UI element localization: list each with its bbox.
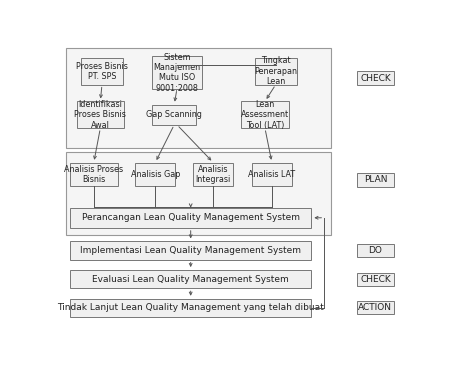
Text: CHECK: CHECK	[360, 74, 391, 82]
Text: Perancangan Lean Quality Management System: Perancangan Lean Quality Management Syst…	[82, 213, 300, 222]
Text: Evaluasi Lean Quality Management System: Evaluasi Lean Quality Management System	[93, 275, 289, 284]
Text: DO: DO	[369, 246, 382, 255]
FancyBboxPatch shape	[252, 163, 292, 186]
FancyBboxPatch shape	[70, 163, 118, 186]
Text: Lean
Assessment
Tool (LAT): Lean Assessment Tool (LAT)	[241, 100, 289, 130]
FancyBboxPatch shape	[81, 58, 123, 85]
FancyBboxPatch shape	[357, 71, 394, 85]
Text: Analisis Gap: Analisis Gap	[131, 170, 180, 179]
FancyBboxPatch shape	[241, 101, 289, 128]
FancyBboxPatch shape	[70, 270, 312, 288]
Text: Analisis
Integrasi: Analisis Integrasi	[196, 165, 231, 184]
FancyBboxPatch shape	[66, 152, 331, 235]
FancyBboxPatch shape	[152, 57, 202, 89]
Text: Gap Scanning: Gap Scanning	[146, 110, 202, 119]
Text: Sistem
Manajemen
Mutu ISO
9001:2008: Sistem Manajemen Mutu ISO 9001:2008	[153, 53, 201, 93]
Text: Implementasi Lean Quality Management System: Implementasi Lean Quality Management Sys…	[80, 246, 301, 255]
Text: Identifikasi
Proses Bisnis
Awal: Identifikasi Proses Bisnis Awal	[75, 100, 126, 130]
Text: CHECK: CHECK	[360, 275, 391, 284]
FancyBboxPatch shape	[70, 299, 312, 317]
FancyBboxPatch shape	[357, 244, 394, 257]
FancyBboxPatch shape	[357, 273, 394, 286]
FancyBboxPatch shape	[66, 48, 331, 148]
FancyBboxPatch shape	[152, 104, 196, 125]
FancyBboxPatch shape	[70, 208, 312, 228]
Text: Tingkat
Penerapan
Lean: Tingkat Penerapan Lean	[254, 56, 297, 86]
FancyBboxPatch shape	[255, 58, 297, 85]
FancyBboxPatch shape	[357, 301, 394, 314]
Text: ACTION: ACTION	[358, 303, 392, 312]
Text: PLAN: PLAN	[363, 175, 387, 184]
Text: Tindak Lanjut Lean Quality Management yang telah dibuat: Tindak Lanjut Lean Quality Management ya…	[57, 303, 324, 312]
Text: Proses Bisnis
PT. SPS: Proses Bisnis PT. SPS	[76, 61, 128, 81]
FancyBboxPatch shape	[70, 241, 312, 260]
FancyBboxPatch shape	[357, 173, 394, 187]
FancyBboxPatch shape	[193, 163, 234, 186]
Text: Analisis LAT: Analisis LAT	[248, 170, 295, 179]
FancyBboxPatch shape	[76, 101, 124, 128]
Text: Analisis Proses
Bisnis: Analisis Proses Bisnis	[64, 165, 123, 184]
FancyBboxPatch shape	[135, 163, 175, 186]
